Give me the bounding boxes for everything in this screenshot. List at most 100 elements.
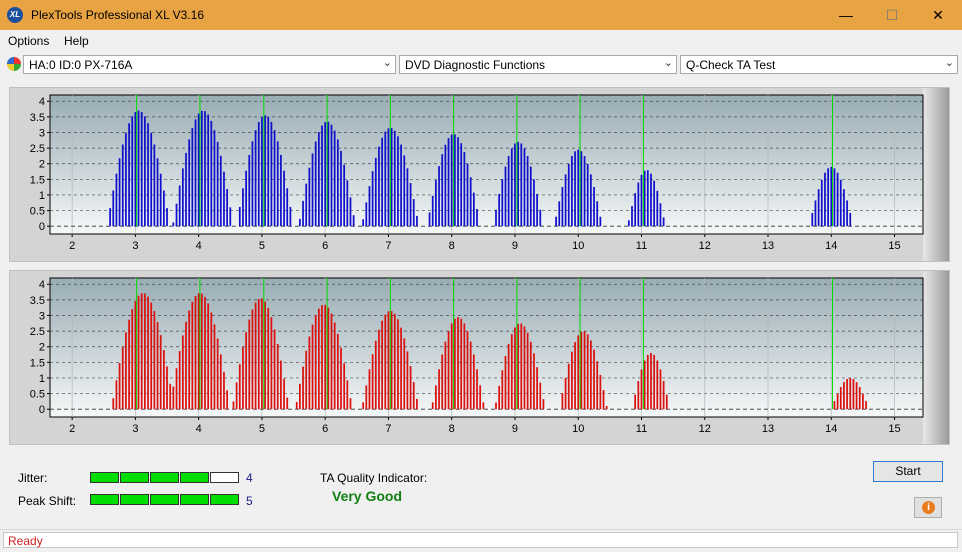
bar [574,342,576,410]
bar [118,158,121,227]
bar [346,180,349,227]
bar [441,154,444,227]
bar [820,179,823,227]
bar [504,166,507,227]
bar [653,354,656,410]
bar [602,390,605,410]
bar [517,323,520,410]
bar [254,302,257,410]
bar [839,179,842,227]
y-tick-label: 0.5 [30,206,45,218]
bar [523,326,526,410]
y-tick-label: 2.5 [30,143,45,155]
menu-help[interactable]: Help [64,34,89,48]
bar [175,368,178,410]
bar [324,304,327,410]
maximize-button[interactable]: ☐ [885,7,899,23]
bar [245,170,247,227]
x-tick-label: 6 [322,423,328,435]
y-tick-label: 0.5 [30,389,45,401]
bar [662,381,665,410]
function-select[interactable]: DVD Diagnostic Functions ⌄ [399,55,677,74]
bar [590,340,592,410]
drive-select[interactable]: HA:0 ID:0 PX-716A ⌄ [23,55,396,74]
bar [286,397,289,410]
bar [178,185,181,227]
minimize-button[interactable]: — [839,7,853,23]
bar [510,148,513,227]
x-tick-label: 5 [259,423,265,435]
bar [387,311,390,410]
jitter-value: 4 [246,471,253,485]
info-button[interactable]: i [914,497,942,518]
bar [444,341,447,410]
bar [317,132,320,227]
bar [349,197,352,227]
bar [412,199,415,227]
bar [593,187,595,227]
bar [510,334,513,410]
start-button[interactable]: Start [873,461,943,482]
chevron-down-icon: ⌄ [382,57,392,69]
bar [824,172,826,227]
bar [283,378,285,410]
menu-bar: Options Help [0,30,962,51]
x-tick-label: 14 [825,240,837,252]
x-tick-label: 9 [512,423,518,435]
bar [283,170,285,227]
bar [643,170,646,227]
x-tick-label: 11 [636,240,647,252]
bar [238,206,241,227]
bar [188,310,191,410]
bar [232,401,235,410]
bar [514,143,516,227]
bar [646,354,649,410]
bar [191,128,194,227]
bar [536,367,538,410]
bar [637,381,640,410]
bar [659,203,662,227]
close-button[interactable]: ✕ [932,7,944,23]
bar [172,386,175,410]
bar [140,112,143,227]
bar [593,349,595,410]
bar [336,333,339,410]
y-tick-label: 1.5 [30,357,45,369]
bar [368,369,371,410]
bar [308,167,311,227]
bar [476,209,478,227]
x-tick-label: 4 [196,240,202,252]
app-icon: XL [7,7,23,23]
bar [596,361,599,410]
bar [526,156,529,227]
bar [150,302,153,410]
bar [586,334,589,410]
x-tick-label: 10 [572,240,584,252]
bar [251,309,254,410]
bar [536,193,538,227]
bar [280,154,282,227]
test-select[interactable]: Q-Check TA Test ⌄ [680,55,958,74]
bar [125,132,127,227]
bar [453,134,456,227]
bar [362,219,365,227]
bar [558,201,561,227]
bar [646,170,649,227]
bar [409,183,412,227]
bar [175,203,178,227]
bar [159,335,162,410]
y-tick-label: 2 [39,159,45,171]
x-tick-label: 15 [888,240,900,252]
bar [529,166,532,227]
menu-options[interactable]: Options [8,34,50,48]
bar [153,311,156,410]
bar [144,293,146,410]
bar [406,168,409,227]
x-tick-label: 15 [888,423,900,435]
jitter-label: Jitter: [18,471,48,485]
bar [172,222,175,227]
bar [472,354,475,410]
bar [457,137,459,227]
bar [185,152,187,227]
bar [371,354,374,410]
